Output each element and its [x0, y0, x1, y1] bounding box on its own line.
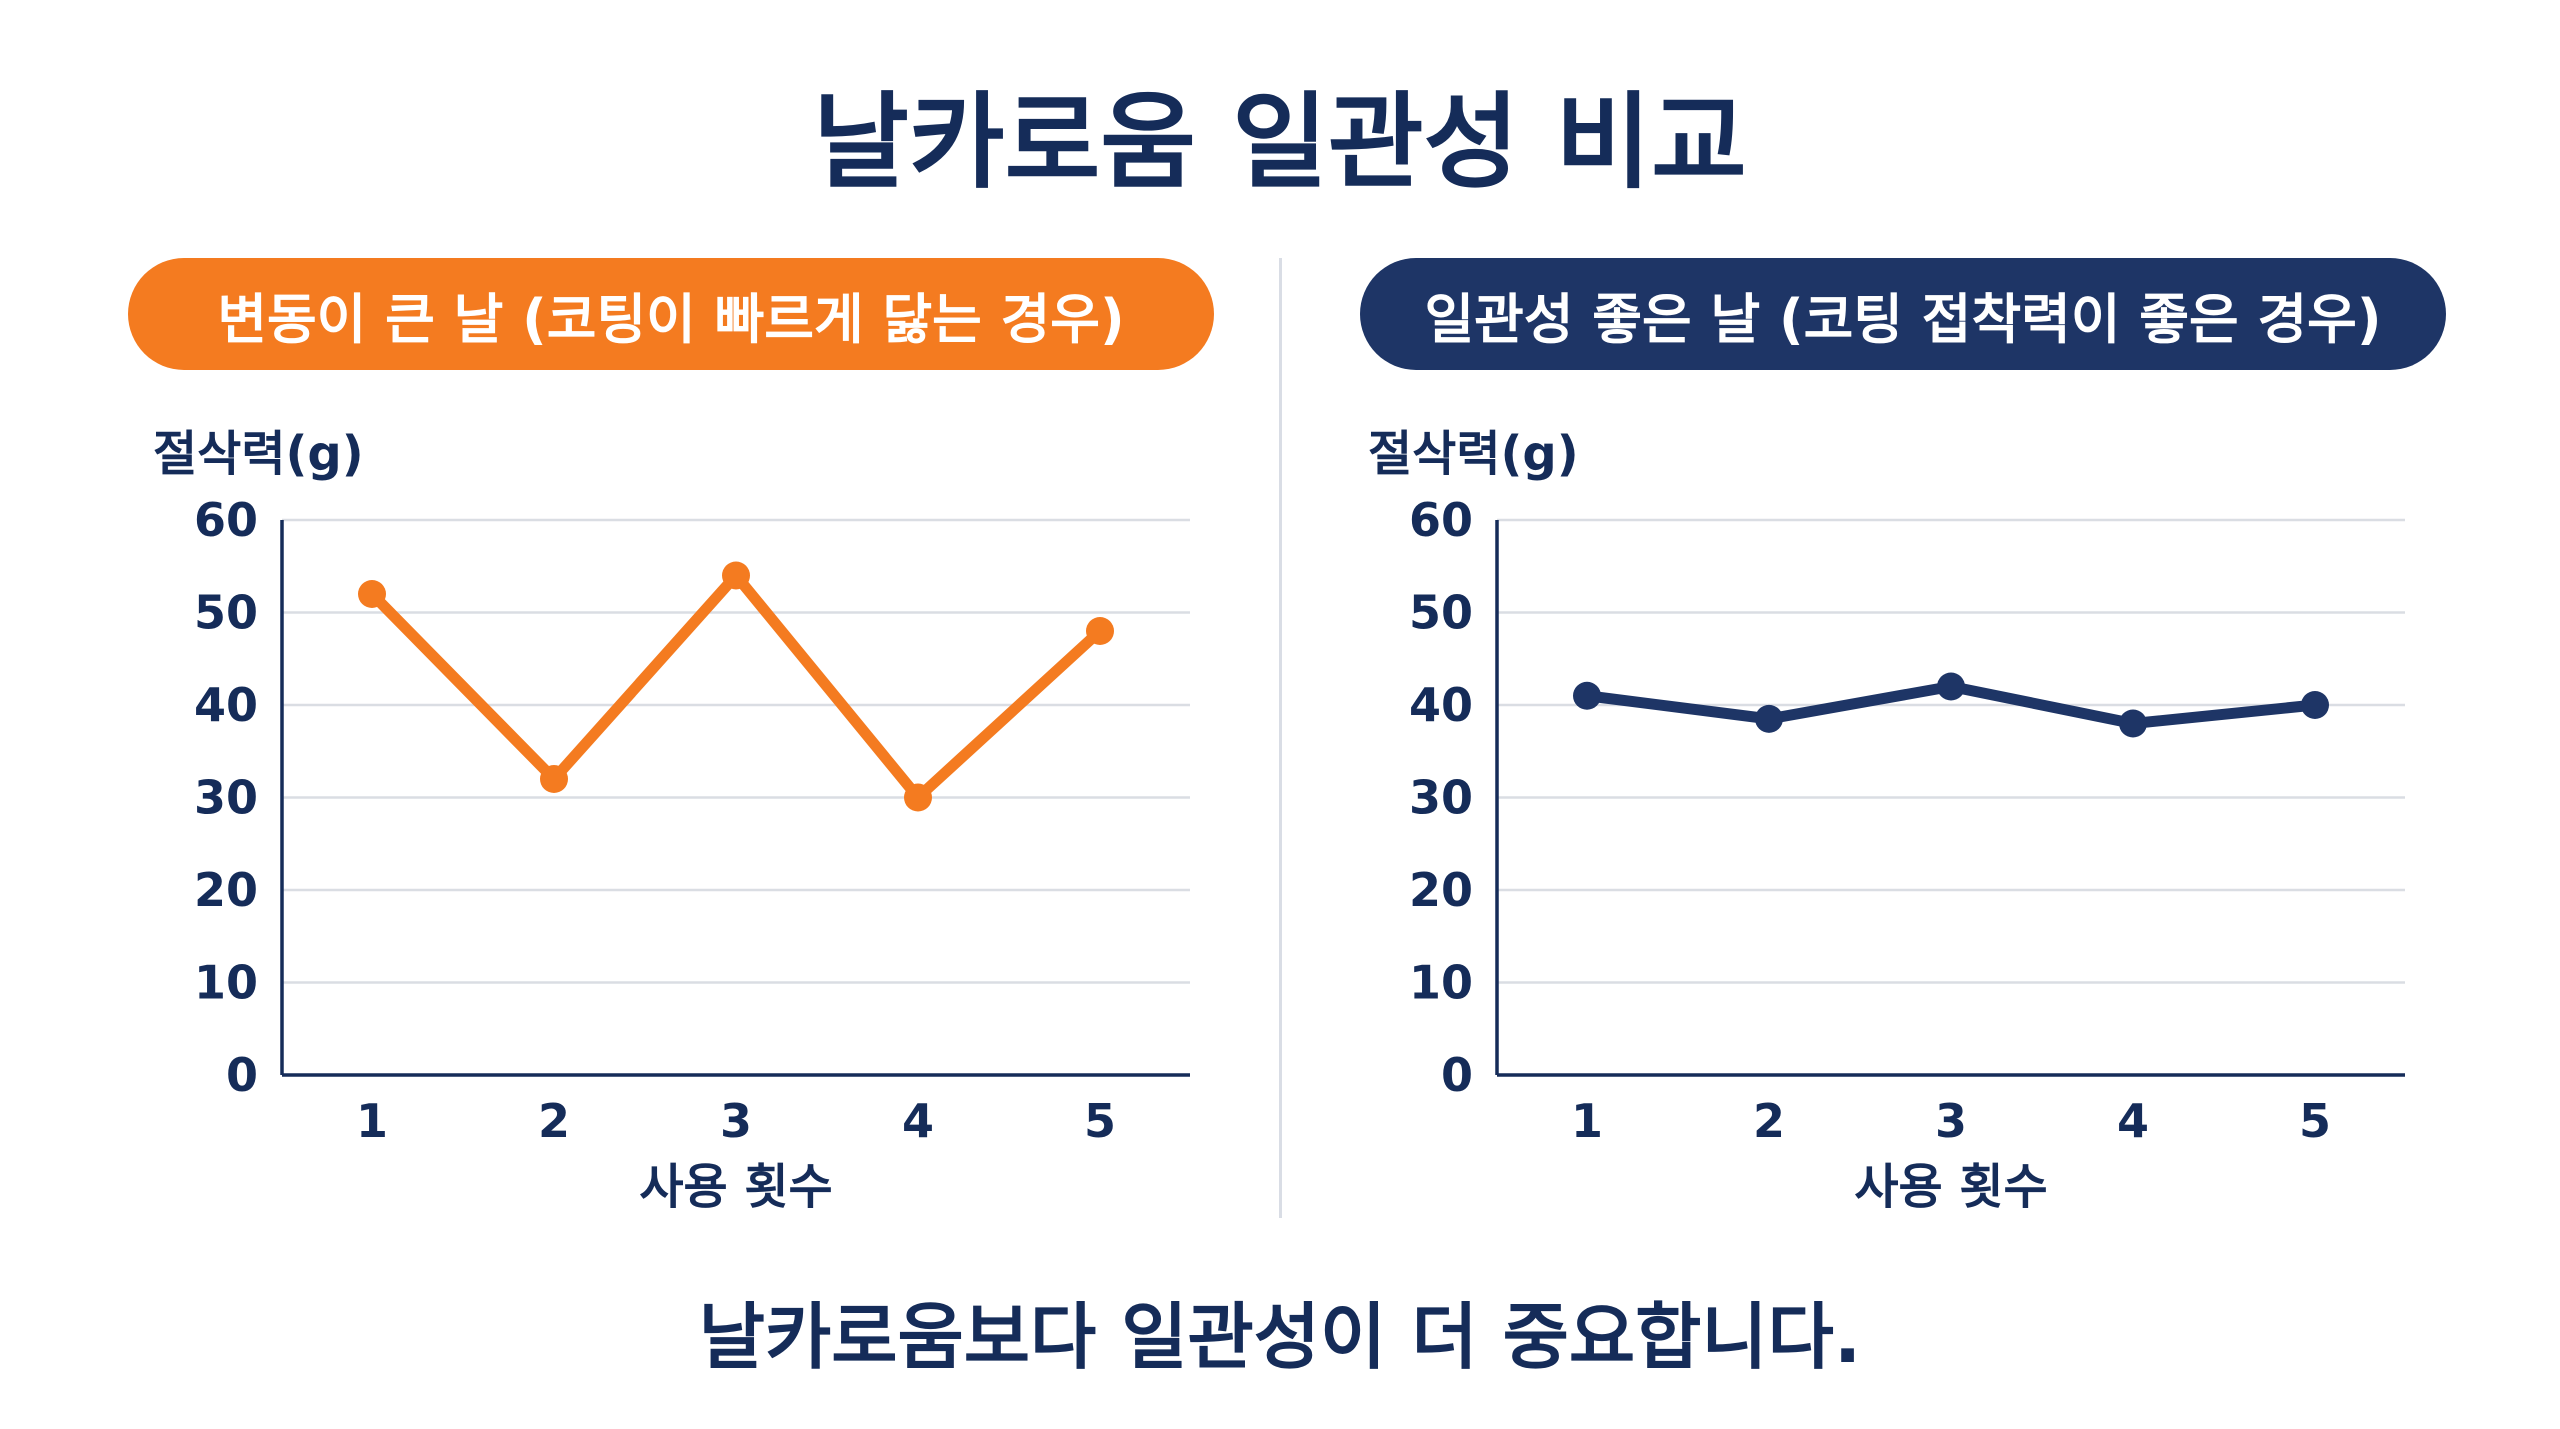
data-point	[722, 561, 750, 590]
chart-title-pill-volatile: 변동이 큰 날 (코팅이 빠르게 닳는 경우)	[128, 258, 1214, 370]
conclusion-text: 날카로움보다 일관성이 더 중요합니다.	[698, 1295, 1862, 1379]
x-tick-label: 1	[1571, 1094, 1603, 1148]
page-title: 날카로움 일관성 비교	[813, 81, 1747, 203]
y-tick-label: 0	[1441, 1048, 1473, 1102]
y-tick-label: 60	[194, 493, 258, 547]
y-tick-label: 50	[1409, 586, 1473, 640]
data-point	[1086, 617, 1114, 645]
x-tick-label: 2	[1753, 1094, 1785, 1148]
chart-title-pill-consistent: 일관성 좋은 날 (코팅 접착력이 좋은 경우)	[1360, 258, 2446, 370]
series-line	[366, 570, 1106, 803]
data-point	[358, 580, 386, 608]
y-tick-label: 50	[194, 586, 258, 640]
line-chart-volatile: 절삭력(g) 0 10 20 30 40 50 60 1 2 3 4 5 사용 횟수	[153, 426, 1190, 1215]
y-tick-label: 0	[226, 1048, 258, 1102]
y-tick-label: 40	[1409, 678, 1473, 732]
x-axis-label: 사용 횟수	[639, 1159, 832, 1215]
x-tick-label: 4	[2117, 1094, 2149, 1148]
data-point	[1937, 672, 1965, 701]
y-tick-label: 10	[194, 956, 258, 1010]
data-point	[540, 765, 568, 793]
data-point	[1573, 681, 1601, 710]
y-tick-label: 30	[1409, 771, 1473, 825]
x-tick-label: 3	[720, 1094, 752, 1148]
x-tick-label: 5	[2299, 1094, 2331, 1148]
x-tick-label: 5	[1084, 1094, 1116, 1148]
x-tick-label: 1	[356, 1094, 388, 1148]
y-tick-label: 40	[194, 678, 258, 732]
y-tick-label: 30	[194, 771, 258, 825]
x-tick-label: 2	[538, 1094, 570, 1148]
y-tick-label: 20	[194, 863, 258, 917]
data-point	[904, 783, 932, 812]
y-tick-label: 60	[1409, 493, 1473, 547]
y-tick-label: 20	[1409, 863, 1473, 917]
data-point	[1755, 704, 1783, 733]
x-tick-label: 4	[902, 1094, 934, 1148]
y-axis-label: 절삭력(g)	[1368, 426, 1579, 482]
data-point	[2119, 709, 2147, 738]
panel-divider	[1279, 258, 1282, 1218]
data-point	[2301, 691, 2329, 719]
line-chart-consistent: 절삭력(g) 0 10 20 30 40 50 60 1 2 3 4 5 사용 횟수	[1368, 426, 2405, 1215]
x-axis-label: 사용 횟수	[1854, 1159, 2047, 1215]
x-tick-label: 3	[1935, 1094, 1967, 1148]
y-tick-label: 10	[1409, 956, 1473, 1010]
y-axis-label: 절삭력(g)	[153, 426, 364, 482]
